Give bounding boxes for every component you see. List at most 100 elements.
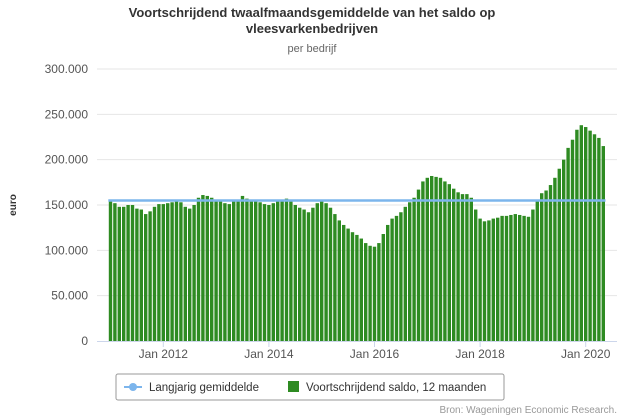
bar[interactable] [152,206,157,341]
bar[interactable] [254,201,258,341]
bar[interactable] [526,216,531,341]
bar[interactable] [174,201,179,341]
bar[interactable] [289,200,293,341]
bar[interactable] [227,204,231,341]
bar[interactable] [570,139,575,341]
bar[interactable] [487,220,491,341]
bar[interactable] [412,197,416,341]
bar[interactable] [579,125,583,342]
bar[interactable] [311,207,315,341]
bar[interactable] [478,218,482,341]
bar[interactable] [161,204,165,341]
bar[interactable] [416,189,421,341]
bar[interactable] [130,205,135,341]
bar[interactable] [399,212,403,341]
bar[interactable] [144,214,148,341]
bar[interactable] [117,206,121,341]
bar[interactable] [262,204,267,341]
bar[interactable] [157,204,161,341]
bar[interactable] [491,218,495,341]
bar[interactable] [280,199,284,341]
bar[interactable] [122,206,126,341]
bar[interactable] [465,194,469,341]
bar[interactable] [509,214,513,341]
bar[interactable] [192,205,196,341]
bar[interactable] [306,212,311,341]
bar[interactable] [535,200,539,341]
legend-item-series[interactable]: Voortschrijdend saldo, 12 maanden [288,381,486,394]
bar[interactable] [108,200,113,341]
bar[interactable] [196,197,201,341]
bar[interactable] [201,195,205,341]
bar[interactable] [482,221,487,341]
bar[interactable] [245,198,249,341]
bar[interactable] [258,202,262,341]
bar[interactable] [518,214,522,341]
bar[interactable] [148,211,152,341]
bar[interactable] [540,193,544,341]
bar[interactable] [496,217,500,341]
bar[interactable] [210,197,214,341]
bar[interactable] [394,215,399,341]
bar[interactable] [544,190,548,341]
bar[interactable] [456,192,460,341]
bar[interactable] [513,214,517,341]
bar[interactable] [249,200,253,341]
bar[interactable] [601,146,605,341]
bar[interactable] [328,207,333,341]
bar[interactable] [236,199,240,341]
bar[interactable] [557,168,561,341]
bar[interactable] [324,203,328,341]
bar[interactable] [240,195,245,341]
bar[interactable] [408,202,412,341]
bar[interactable] [337,220,341,341]
bar[interactable] [364,243,368,341]
bar[interactable] [214,199,218,341]
bar[interactable] [126,205,130,341]
bar[interactable] [584,127,588,341]
bar[interactable] [267,205,271,341]
bar[interactable] [381,234,385,341]
bar[interactable] [474,209,478,341]
bar[interactable] [170,202,174,341]
bar[interactable] [548,185,553,341]
bar[interactable] [553,177,557,341]
bar[interactable] [342,224,346,341]
bar[interactable] [218,200,223,341]
bar[interactable] [403,206,407,341]
bar[interactable] [377,243,381,341]
bar[interactable] [430,175,434,341]
bar[interactable] [588,130,592,341]
bar[interactable] [135,208,139,341]
bar[interactable] [438,177,443,341]
bar[interactable] [183,206,187,341]
bar[interactable] [443,181,447,341]
bar[interactable] [597,137,601,341]
bar[interactable] [386,224,390,341]
bar[interactable] [302,209,306,341]
bar[interactable] [500,215,504,341]
bar[interactable] [223,203,227,341]
bar[interactable] [276,201,280,341]
bar[interactable] [452,188,456,341]
bar[interactable] [562,159,566,341]
bar[interactable] [179,202,183,341]
bar[interactable] [434,176,438,341]
bar[interactable] [113,203,117,341]
bar[interactable] [372,246,377,341]
bar[interactable] [447,184,451,341]
bar[interactable] [346,228,350,341]
bar[interactable] [460,194,465,341]
bar[interactable] [333,214,337,341]
bar[interactable] [592,134,597,341]
bar[interactable] [425,177,429,341]
bar[interactable] [355,234,359,341]
bar[interactable] [298,207,302,341]
bar[interactable] [232,201,236,341]
bar[interactable] [139,209,143,341]
bar[interactable] [293,205,297,341]
bar[interactable] [575,129,579,341]
bar[interactable] [350,232,355,341]
bar[interactable] [504,215,509,341]
bar[interactable] [359,238,363,341]
